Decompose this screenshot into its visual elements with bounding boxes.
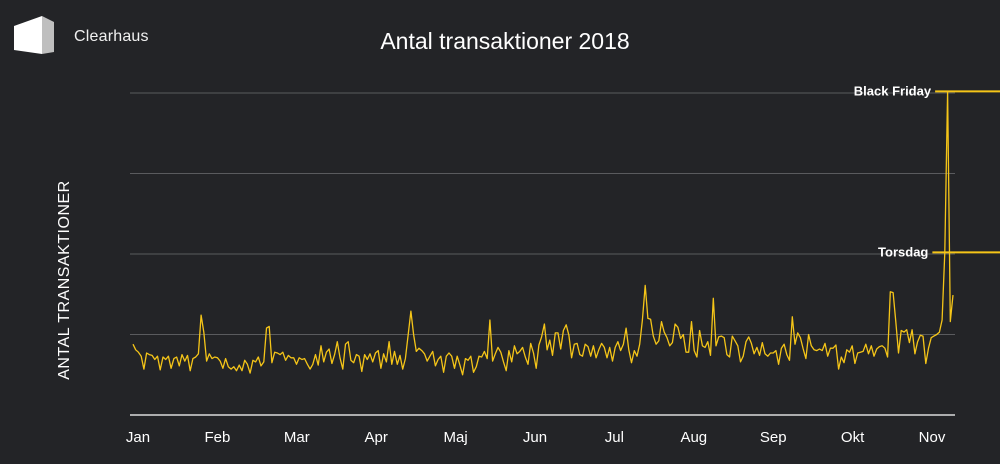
brand-name: Clearhaus [74, 28, 149, 45]
series-line [132, 90, 954, 376]
x-tick-label: Feb [204, 429, 230, 446]
logo-mark [14, 16, 54, 54]
x-tick-label: Jul [605, 429, 624, 446]
x-tick-label: Maj [444, 429, 468, 446]
grid-lines [130, 92, 955, 416]
clearhaus-logo: Clearhaus [12, 10, 172, 56]
x-tick-label: Nov [919, 429, 946, 446]
annotation-label: Torsdag [878, 244, 928, 259]
series-line-layer [132, 90, 954, 376]
x-tick-label: Apr [365, 429, 388, 446]
x-tick-label: Okt [841, 429, 865, 446]
x-tick-label: Jun [523, 429, 547, 446]
x-axis-ticks: Jan Feb Mar Apr Maj Jun Jul Aug Sep Okt Nov [126, 429, 946, 446]
x-tick-label: Mar [284, 429, 310, 446]
annotations: Black Friday Torsdag [854, 83, 1000, 259]
x-tick-label: Sep [760, 429, 787, 446]
x-tick-label: Jan [126, 429, 150, 446]
x-tick-label: Aug [680, 429, 707, 446]
annotation-label: Black Friday [854, 83, 932, 98]
chart-title: Antal transaktioner 2018 [380, 28, 630, 54]
